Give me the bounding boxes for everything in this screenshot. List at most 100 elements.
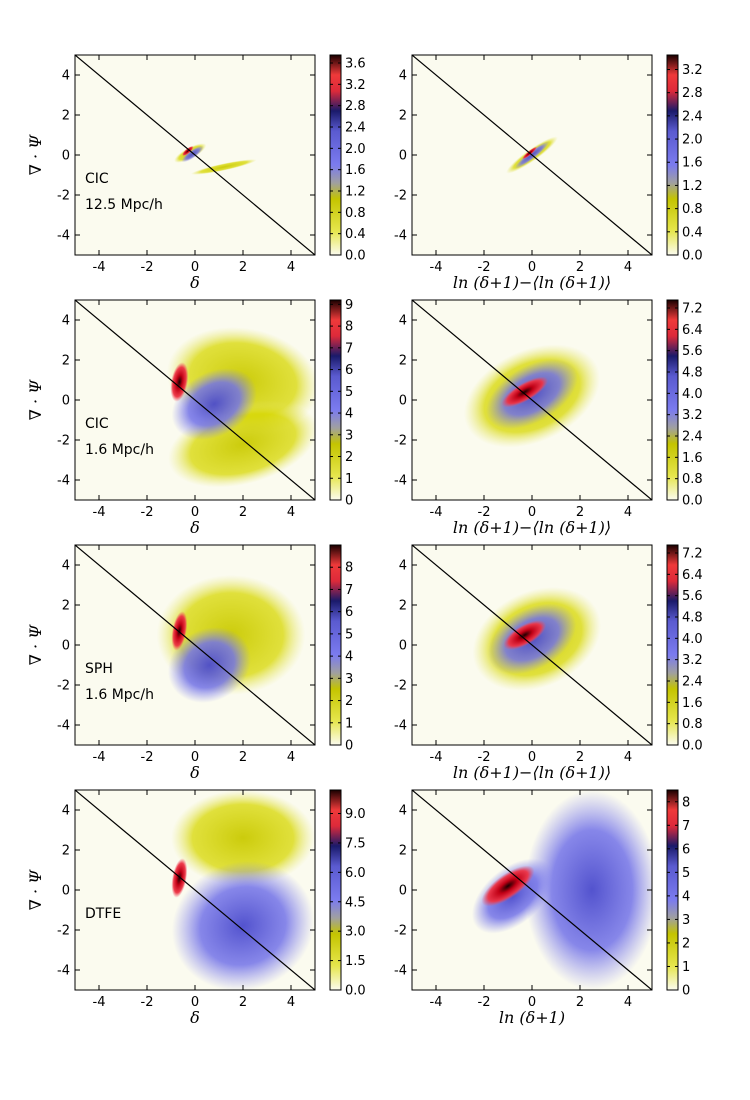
colorbar-tick-label: 1 <box>345 716 353 731</box>
density-blob-red <box>182 146 194 156</box>
density-blob-yellow <box>190 159 257 175</box>
colorbar-tick-label: 1.6 <box>682 156 703 171</box>
x-tick-label: 0 <box>528 750 536 765</box>
reference-line <box>75 545 315 745</box>
panel-annotation: 1.6 Mpc/h <box>85 442 154 458</box>
x-tick-label: 2 <box>239 260 247 275</box>
colorbar-tick-label: 6.4 <box>682 323 703 338</box>
colorbar-tick-label: 5 <box>345 627 353 642</box>
panel-p4: -4 -2 0 2 4 -4 -2 0 2 4 ln (δ+1)−⟨ln (δ+1)⟩ 0.0 0.8 1… <box>394 299 703 537</box>
density-field <box>174 143 257 175</box>
y-axis-label: ∇ · Ψ <box>26 379 45 420</box>
colorbar-tick-label: 1.2 <box>682 179 703 194</box>
x-tick-label: -2 <box>141 995 154 1010</box>
colorbar-tick-label: 4 <box>345 650 353 665</box>
reference-line <box>75 300 315 500</box>
y-tick-label: 0 <box>62 394 70 409</box>
x-tick-label: -4 <box>430 260 443 275</box>
y-tick-label: 4 <box>62 69 70 84</box>
colorbar-tick-label: 7 <box>682 819 690 834</box>
x-tick-label: 4 <box>624 995 632 1010</box>
colorbar-tick-label: 0 <box>345 739 353 754</box>
colorbar-tick-label: 6 <box>682 842 690 857</box>
colorbar-tick-label: 5.6 <box>682 589 703 604</box>
colorbar-tick-label: 7.2 <box>682 547 703 562</box>
density-blob-blue <box>167 627 251 703</box>
colorbar-tick-label: 3.2 <box>682 653 703 668</box>
y-tick-label: 0 <box>399 394 407 409</box>
density-field <box>472 587 601 691</box>
colorbar-tick-label: 0.0 <box>682 739 703 754</box>
x-tick-label: 0 <box>191 995 199 1010</box>
y-axis-label: ∇ · Ψ <box>26 134 45 175</box>
colorbar-tick-label: 0.0 <box>345 984 366 999</box>
colorbar-tick-label: 4.8 <box>682 366 703 381</box>
x-tick-label: -2 <box>141 750 154 765</box>
y-tick-label: 2 <box>62 354 70 369</box>
density-field <box>156 575 306 703</box>
colorbar-tick-label: 2 <box>682 936 690 951</box>
reference-line <box>75 790 315 990</box>
x-tick-label: -2 <box>141 505 154 520</box>
y-tick-label: 0 <box>399 639 407 654</box>
colorbar-tick-label: 9 <box>345 298 353 313</box>
density-blob-red <box>503 620 547 650</box>
colorbar <box>666 299 679 501</box>
colorbar-tick-label: 3.6 <box>345 57 366 72</box>
x-axis-label: δ <box>190 273 200 292</box>
density-field <box>166 327 315 488</box>
y-tick-label: 0 <box>62 149 70 164</box>
x-tick-label: 4 <box>287 750 295 765</box>
x-tick-label: 2 <box>576 505 584 520</box>
colorbar <box>329 299 342 501</box>
density-blob-red <box>481 865 535 907</box>
colorbar-tick-label: 0.8 <box>682 472 703 487</box>
colorbar-tick-label: 0.0 <box>345 249 366 264</box>
x-tick-label: 2 <box>239 505 247 520</box>
panel-annotation: DTFE <box>85 906 121 922</box>
colorbar-tick-label: 2.4 <box>682 675 703 690</box>
colorbar-tick-label: 2.0 <box>682 133 703 148</box>
y-tick-label: -4 <box>57 474 70 489</box>
y-tick-label: 4 <box>62 559 70 574</box>
colorbar-tick-label: 3.2 <box>682 63 703 78</box>
colorbar-tick-label: 1.5 <box>345 954 366 969</box>
x-tick-label: -2 <box>478 995 491 1010</box>
colorbar-tick-label: 2.8 <box>682 86 703 101</box>
reference-line <box>75 55 315 255</box>
y-tick-label: 0 <box>62 884 70 899</box>
colorbar-tick-label: 3 <box>345 672 353 687</box>
y-tick-label: 4 <box>399 559 407 574</box>
panel-p7: -4 -2 0 2 4 -4 -2 0 2 4 δ ∇ · Ψ DTFE 0.0 1.5 3.0 4.5 6.0 7… <box>26 789 366 1027</box>
y-tick-label: 4 <box>62 314 70 329</box>
y-tick-label: 2 <box>399 354 407 369</box>
x-tick-label: -4 <box>430 995 443 1010</box>
colorbar <box>666 544 679 746</box>
density-field <box>471 790 652 990</box>
colorbar-tick-label: 5 <box>682 866 690 881</box>
x-tick-label: 2 <box>576 995 584 1010</box>
colorbar-tick-label: 2.4 <box>682 109 703 124</box>
colorbar-tick-label: 5.6 <box>682 344 703 359</box>
colorbar-tick-label: 6.0 <box>345 866 366 881</box>
y-tick-label: 4 <box>399 69 407 84</box>
panel-p3: -4 -2 0 2 4 -4 -2 0 2 4 δ ∇ · Ψ CIC 1.6 Mpc/h 0 1 2 3 4 5 6 7… <box>26 298 353 537</box>
panel-p1: -4 -2 0 2 4 -4 -2 0 2 4 δ ∇ · Ψ CIC 12.5 Mpc/h 0.0 0.4 0… <box>26 54 366 292</box>
colorbar-tick-label: 0.8 <box>682 717 703 732</box>
y-tick-label: -4 <box>394 474 407 489</box>
x-tick-label: 2 <box>239 995 247 1010</box>
y-tick-label: -2 <box>57 679 70 694</box>
colorbar-tick-label: 6 <box>345 605 353 620</box>
colorbar-tick-label: 0.8 <box>345 206 366 221</box>
density-blob-red <box>170 362 189 402</box>
reference-line <box>412 300 652 500</box>
colorbar-tick-label: 6.4 <box>682 568 703 583</box>
density-blob-red <box>171 611 188 651</box>
y-tick-label: 0 <box>399 884 407 899</box>
y-tick-label: -2 <box>394 434 407 449</box>
x-tick-label: -2 <box>478 260 491 275</box>
density-blob-blue <box>524 790 652 990</box>
x-tick-label: -2 <box>478 750 491 765</box>
x-tick-label: -4 <box>430 505 443 520</box>
